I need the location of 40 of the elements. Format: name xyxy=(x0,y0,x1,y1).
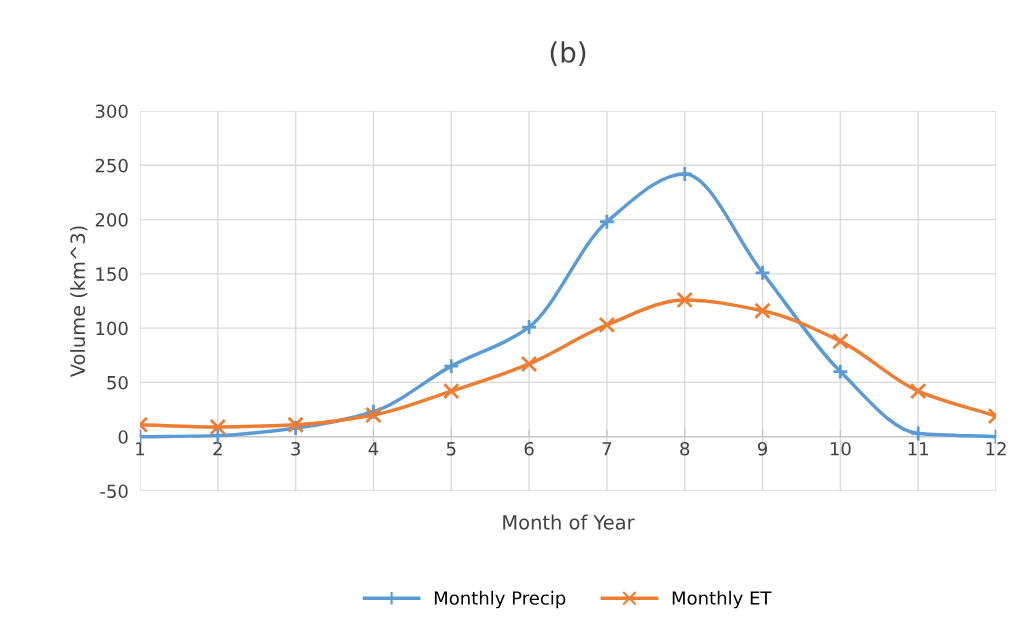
point xyxy=(520,318,538,336)
x-tick-label: 3 xyxy=(291,441,300,456)
y-tick-label: 250 xyxy=(95,158,128,173)
legend-label: Monthly ET xyxy=(672,590,772,609)
point xyxy=(442,382,460,400)
point xyxy=(520,355,538,373)
y-tick-label: 150 xyxy=(96,267,128,281)
y-axis-title: Volume (km^3) xyxy=(70,226,88,378)
x-tick-label: 7 xyxy=(602,442,612,456)
y-tick-label: 100 xyxy=(96,321,128,336)
x-tick-label: 2 xyxy=(213,441,222,456)
point xyxy=(832,363,849,380)
x-axis-title: Month of Year xyxy=(503,514,635,530)
x-tick-label: 11 xyxy=(908,442,928,456)
point xyxy=(676,291,694,309)
x-tick-label: 10 xyxy=(830,441,851,456)
point xyxy=(676,165,694,183)
x-tick-label: 12 xyxy=(986,441,1006,456)
y-tick-label: 0 xyxy=(118,430,128,444)
point xyxy=(909,382,927,400)
point xyxy=(754,264,771,282)
y-tick-label: 300 xyxy=(95,104,128,119)
y-tick-label: -50 xyxy=(100,484,128,499)
point xyxy=(598,213,616,231)
x-tick-label: 6 xyxy=(524,441,534,456)
point xyxy=(442,357,460,375)
x-tick-label: 1 xyxy=(136,442,145,456)
legend-label: Monthly Precip xyxy=(434,590,566,609)
chart-title: (b) xyxy=(550,41,586,67)
point xyxy=(209,418,227,436)
point xyxy=(909,425,927,442)
point xyxy=(754,302,771,320)
point xyxy=(598,316,616,334)
y-tick-label: 200 xyxy=(95,213,128,227)
x-tick-label: 4 xyxy=(368,442,379,456)
x-tick-label: 5 xyxy=(446,442,456,456)
x-tick-label: 8 xyxy=(680,441,690,456)
x-tick-label: 9 xyxy=(757,441,768,456)
point xyxy=(832,332,849,350)
y-tick-label: 50 xyxy=(107,375,128,390)
